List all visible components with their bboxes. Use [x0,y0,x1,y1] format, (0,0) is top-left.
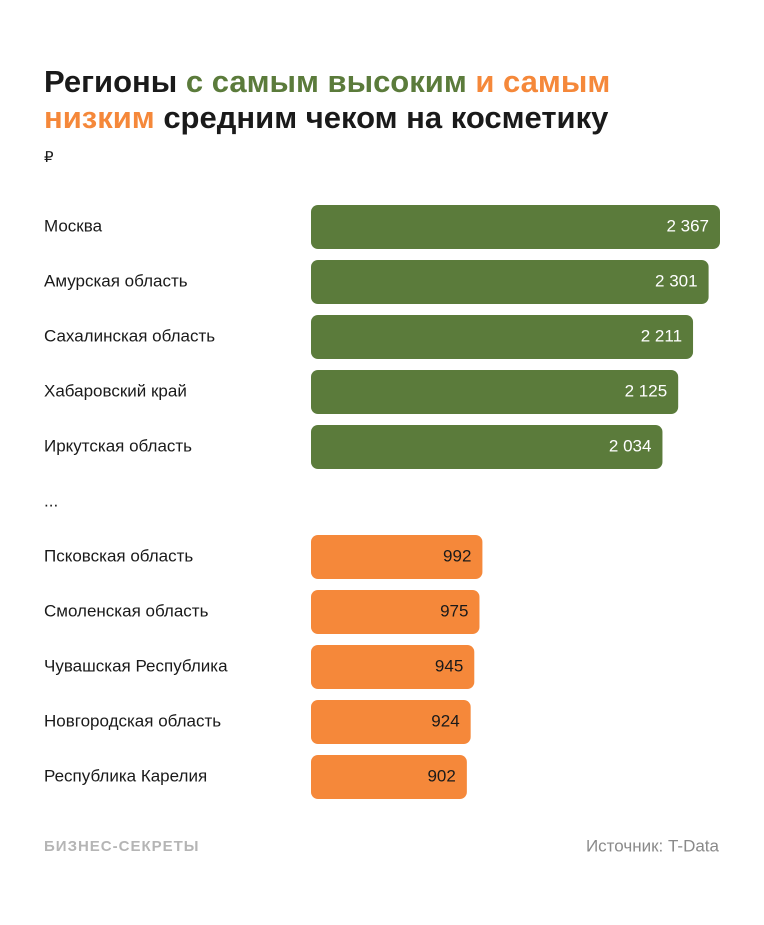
title-part: и самым [467,64,610,99]
chart-title: Регионы с самым высоким и самым [44,64,610,99]
bar [311,645,475,689]
bar [311,590,480,634]
value-label: 2 301 [655,271,698,290]
title-part: средним чеком на косметику [155,100,609,135]
value-label: 975 [440,601,468,620]
category-label: Смоленская область [44,601,209,620]
title-part: с самым высоким [186,64,467,99]
title-part: Регионы [44,64,186,99]
chart-title: низким средним чеком на косметику [44,100,609,135]
category-label: Сахалинская область [44,326,215,345]
bar [311,535,483,579]
value-label: 2 034 [609,436,652,455]
category-label: ... [44,491,58,510]
value-label: 2 211 [641,326,682,345]
bar [311,425,663,469]
category-label: Иркутская область [44,436,192,455]
value-label: 2 125 [625,381,668,400]
title-part: низким [44,100,155,135]
bar [311,260,709,304]
category-label: Новгородская область [44,711,221,730]
bar [311,700,471,744]
category-label: Москва [44,216,103,235]
source: Источник: T-Data [586,836,720,855]
category-label: Псковская область [44,546,193,565]
unit: ₽ [44,149,54,166]
category-label: Хабаровский край [44,381,187,400]
bar [311,755,467,799]
value-label: 902 [427,766,455,785]
category-label: Амурская область [44,271,188,290]
value-label: 992 [443,546,471,565]
bar [311,370,679,414]
bar [311,205,720,249]
category-label: Республика Карелия [44,766,207,785]
value-label: 945 [435,656,463,675]
value-label: 2 367 [666,216,709,235]
bar [311,315,694,359]
brand: БИЗНЕС-СЕКРЕТЫ [44,838,199,855]
value-label: 924 [431,711,459,730]
category-label: Чувашская Республика [44,656,228,675]
